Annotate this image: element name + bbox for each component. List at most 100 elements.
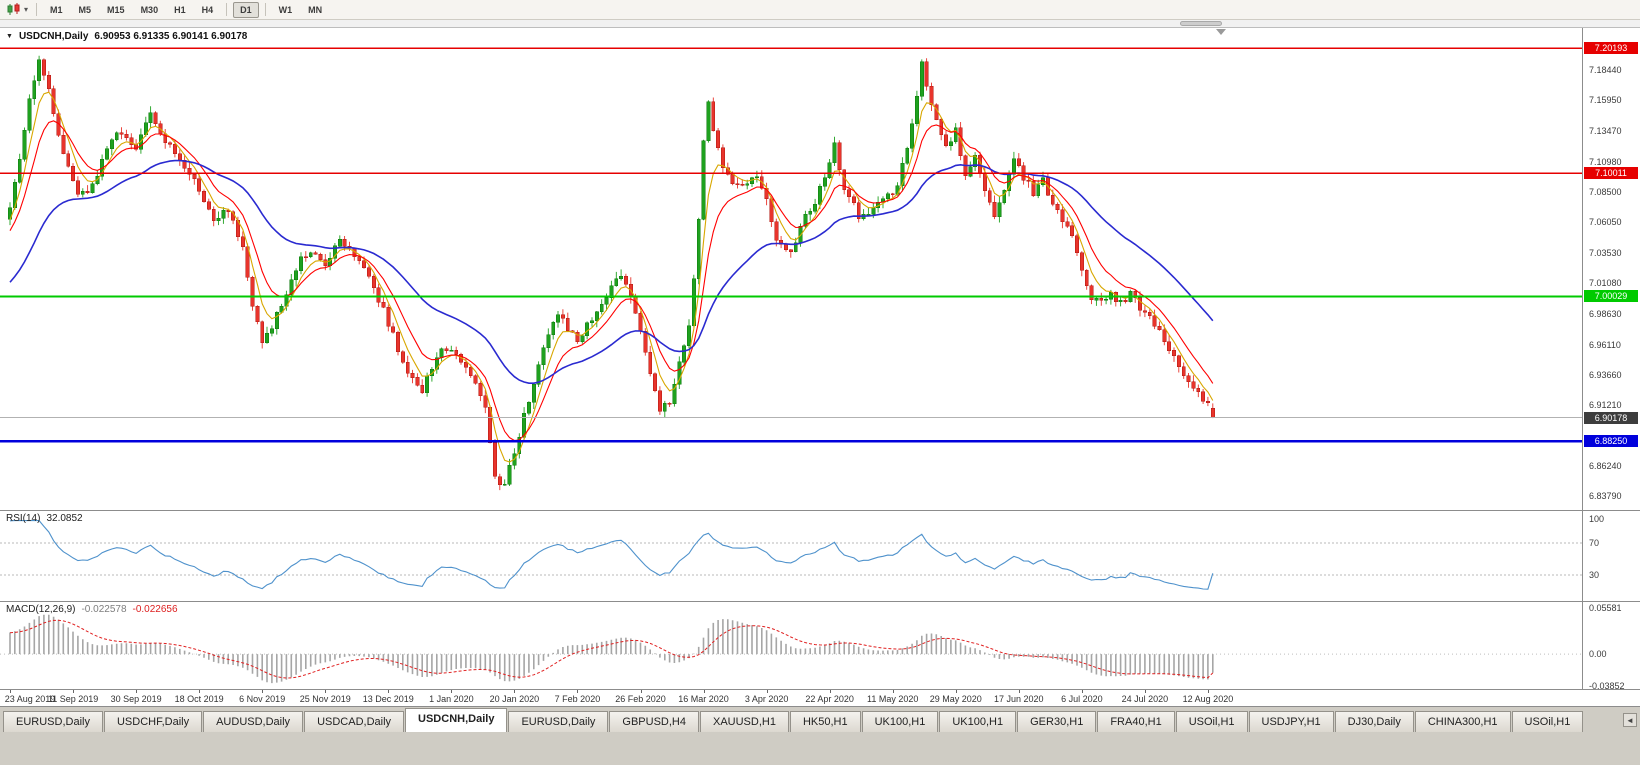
candle-wicks-down [43,58,1214,491]
tab-scroll-left-button[interactable]: ◄ [1623,713,1637,727]
candle [17,158,22,183]
timeframe-button-m30[interactable]: M30 [140,4,159,15]
panel-separator[interactable] [0,601,1640,602]
chart-tab-xauusd-h1[interactable]: XAUUSD,H1 [699,711,789,732]
candle [774,221,779,241]
chart-type-button[interactable]: ▾ [3,2,31,17]
rsi-svg [0,520,1582,590]
candle [473,375,478,384]
chart-tab-usdchf-daily[interactable]: USDCHF,Daily [103,711,203,732]
chart-shift-marker[interactable] [1216,29,1226,35]
candle [696,218,701,280]
chart-tab-eurusd-daily[interactable]: EURUSD,Daily [508,711,609,732]
symbol-dropdown-icon[interactable]: ▼ [6,33,13,40]
main-chart[interactable]: ▼ USDCNH,Daily 6.90953 6.91335 6.90141 6… [0,28,1582,510]
chart-tab-dj30-daily[interactable]: DJ30,Daily [1334,711,1414,732]
date-axis[interactable]: 23 Aug 2019 11 Sep 2019 30 Sep 2019 18 Oct … [0,690,1640,706]
timeframe-button-w1[interactable]: W1 [278,4,293,15]
candle [386,307,391,327]
candle [856,202,861,219]
candle [153,112,158,124]
candle [1172,350,1176,357]
candle [1079,252,1084,271]
candle [1186,375,1191,382]
candle [1060,209,1065,223]
ma-medium-line [9,120,1214,442]
date-tick [1144,690,1146,693]
panel-separator[interactable] [0,510,1640,511]
candle [202,190,206,202]
price-level-badge: 7.10011 [1584,167,1638,180]
price-axis-label: 6.93660 [1589,369,1622,380]
chart-tab-usdjpy-h1[interactable]: USDJPY,H1 [1248,711,1334,732]
date-axis-label: 30 Sep 2019 [110,694,162,704]
chart-tab-china300-h1[interactable]: CHINA300,H1 [1414,711,1511,732]
timeframe-button-d1[interactable]: D1 [233,1,259,18]
date-axis-label: 6 Jul 2020 [1061,694,1103,704]
chart-tab-gbpusd-h4[interactable]: GBPUSD,H4 [609,711,699,732]
date-tick [514,690,516,693]
timeframe-button-m1[interactable]: M1 [50,4,63,15]
date-axis-label: 7 Feb 2020 [554,694,601,704]
candle [711,101,716,131]
chart-tab-ger30-h1[interactable]: GER30,H1 [1017,711,1097,732]
chart-tab-hk50-h1[interactable]: HK50,H1 [789,711,861,732]
candle [308,252,313,257]
candle [672,384,677,404]
chart-tab-eurusd-daily[interactable]: EURUSD,Daily [3,711,103,732]
chart-tab-fra40-h1[interactable]: FRA40,H1 [1097,711,1175,732]
candle [148,112,153,123]
macd-panel[interactable]: MACD(12,26,9) -0.022578 -0.022656 [0,602,1582,689]
candle [216,217,221,222]
chart-hscrollbar[interactable] [0,20,1640,28]
candle [85,191,90,193]
candle [808,211,813,215]
candle [221,210,226,219]
candle [948,141,953,146]
candle [546,334,551,348]
candle [1026,180,1031,182]
timeframe-button-h4[interactable]: H4 [201,4,214,15]
price-axis[interactable]: 7.18440 7.15950 7.13470 7.10980 7.08500 7.060… [1582,28,1640,510]
candle [682,345,687,363]
candle [425,375,430,394]
date-axis-label: 20 Jan 2020 [489,694,540,704]
timeframe-button-m15[interactable]: M15 [107,4,125,15]
chart-tab-usoil-h1[interactable]: USOil,H1 [1511,711,1584,732]
timeframe-button-mn[interactable]: MN [308,4,323,15]
chart-tab-uk100-h1[interactable]: UK100,H1 [861,711,939,732]
candle [362,260,366,269]
ma-fast-line [9,91,1214,463]
date-tick [262,690,264,693]
candle [51,88,56,114]
candle [517,436,522,455]
candle [662,403,667,412]
timeframe-button-h1[interactable]: H1 [174,4,186,15]
candle [982,172,987,192]
window-bottom-area [0,732,1640,765]
candle [396,331,400,353]
candle [371,276,376,289]
candle [502,484,507,486]
chart-tab-uk100-h1[interactable]: UK100,H1 [939,711,1017,732]
candle [522,413,527,438]
chart-tab-usdcad-daily[interactable]: USDCAD,Daily [304,711,405,732]
date-tick [766,690,768,693]
candle [1118,300,1123,303]
candle [871,207,876,215]
date-axis-label: 6 Nov 2019 [239,694,286,704]
candle [32,80,37,100]
candle [289,279,294,295]
chart-tab-usoil-h1[interactable]: USOil,H1 [1175,711,1248,732]
macd-signal-line [9,619,1214,679]
date-axis-label: 22 Apr 2020 [805,694,854,704]
price-axis-label: 6.96110 [1589,339,1621,350]
chart-tab-usdcnh-daily[interactable]: USDCNH,Daily [405,708,508,732]
candle [56,113,61,136]
price-axis-label: 7.03530 [1589,248,1622,259]
candle [851,196,856,204]
hscrollbar-thumb[interactable] [1180,21,1222,26]
timeframe-button-m5[interactable]: M5 [78,4,92,15]
rsi-panel[interactable]: RSI(14) 32.0852 [0,511,1582,601]
chart-tab-audusd-daily[interactable]: AUDUSD,Daily [203,711,304,732]
